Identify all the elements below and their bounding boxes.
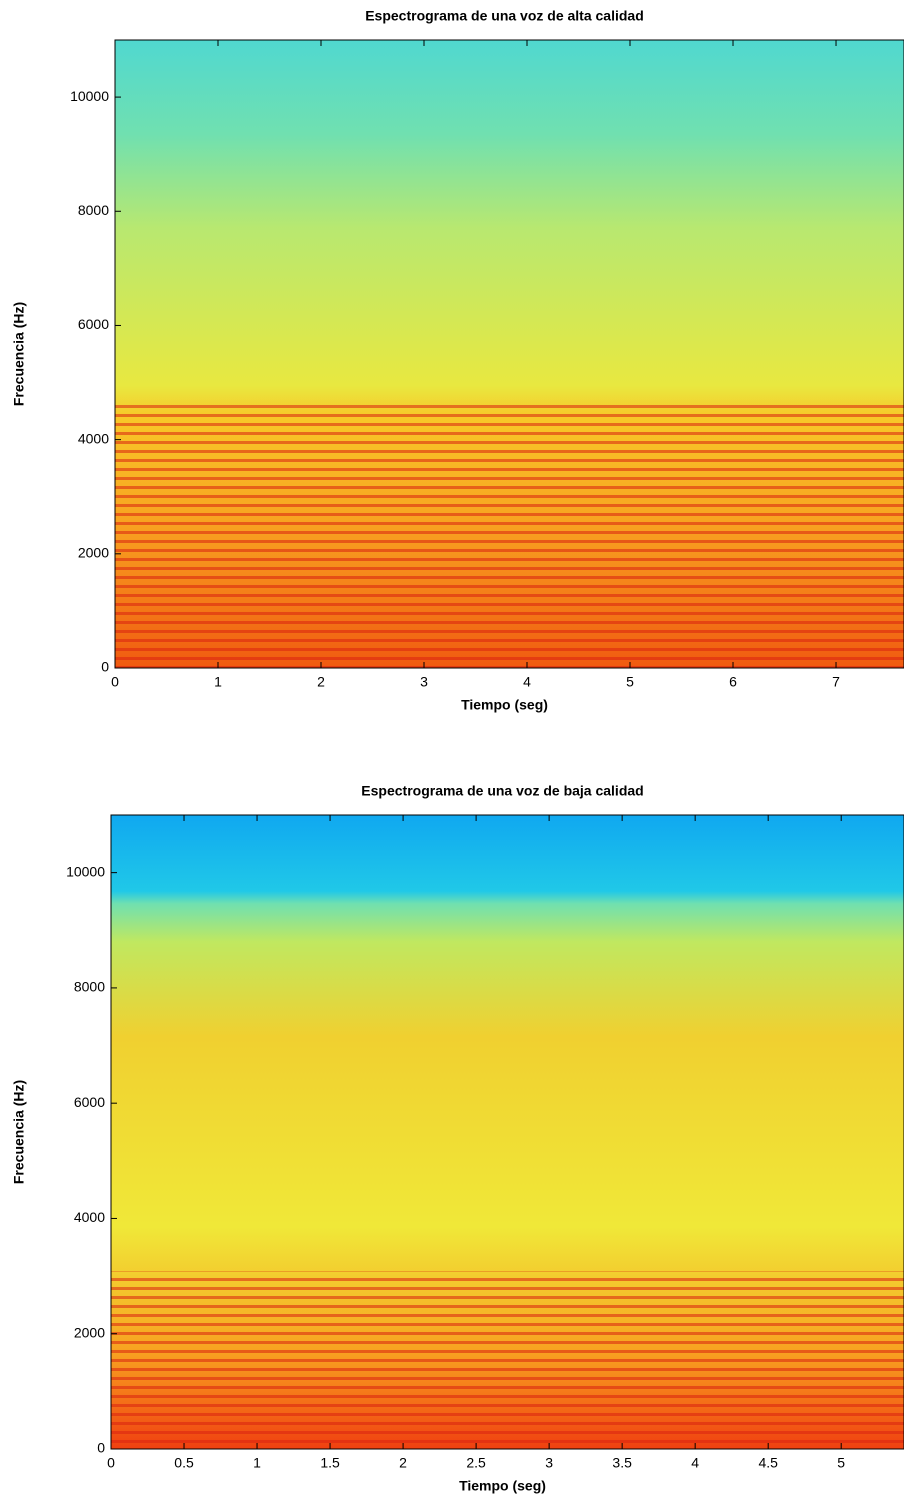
x-tick-label: 6 <box>729 674 737 690</box>
x-tick-label: 2 <box>399 1455 407 1471</box>
x-tick-label: 4 <box>691 1455 699 1471</box>
x-tick-label: 4.5 <box>758 1455 778 1471</box>
chart-title: Espectrograma de una voz de baja calidad <box>361 783 643 799</box>
x-tick-label: 7 <box>832 674 840 690</box>
x-tick-label: 0 <box>111 674 119 690</box>
x-tick-label: 5 <box>626 674 634 690</box>
y-tick-label: 0 <box>101 659 109 675</box>
plot-frame <box>114 39 904 669</box>
x-tick-label: 1 <box>253 1455 261 1471</box>
y-tick-label: 2000 <box>78 545 109 561</box>
x-tick-label: 0 <box>107 1455 115 1471</box>
y-tick-label: 8000 <box>74 979 105 995</box>
y-tick-label: 8000 <box>78 202 109 218</box>
y-tick-label: 2000 <box>74 1324 105 1340</box>
x-tick-label: 4 <box>523 674 531 690</box>
y-axis-label: Frecuencia (Hz) <box>11 302 27 406</box>
x-tick-label: 3.5 <box>612 1455 632 1471</box>
chart-title: Espectrograma de una voz de alta calidad <box>365 8 644 24</box>
x-tick-label: 5 <box>837 1455 845 1471</box>
x-tick-label: 3 <box>420 674 428 690</box>
x-tick-label: 0.5 <box>174 1455 194 1471</box>
x-tick-label: 1 <box>214 674 222 690</box>
y-tick-label: 0 <box>97 1440 105 1456</box>
x-tick-label: 2 <box>317 674 325 690</box>
y-tick-label: 6000 <box>74 1094 105 1110</box>
y-tick-label: 4000 <box>74 1209 105 1225</box>
x-axis-label: Tiempo (seg) <box>459 1478 546 1494</box>
x-tick-label: 3 <box>545 1455 553 1471</box>
spectrogram-harmonics <box>115 404 904 668</box>
y-tick-label: 10000 <box>70 88 109 104</box>
x-tick-label: 2.5 <box>466 1455 486 1471</box>
y-tick-label: 6000 <box>78 316 109 332</box>
plot-frame <box>110 814 904 1450</box>
spectrogram-harmonics <box>111 1271 904 1449</box>
x-tick-label: 1.5 <box>320 1455 340 1471</box>
y-tick-label: 10000 <box>66 863 105 879</box>
y-axis-label: Frecuencia (Hz) <box>11 1080 27 1184</box>
y-tick-label: 4000 <box>78 430 109 446</box>
x-axis-label: Tiempo (seg) <box>461 697 548 713</box>
